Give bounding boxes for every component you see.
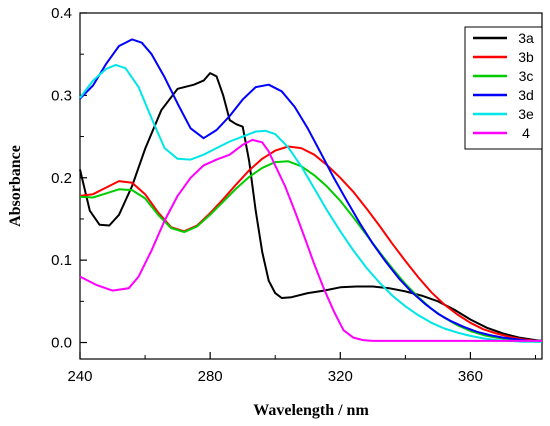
axis-ticks: 240 280 320 360 0.0 0.1 0.2 0.3 0.4 (51, 5, 536, 385)
legend-label-3b: 3b (518, 49, 534, 65)
x-axis-title: Wavelength / nm (253, 402, 369, 419)
series-line-3e (79, 63, 542, 343)
y-tick-label: 0.2 (51, 170, 72, 187)
legend: 3a 3b 3c 3d 3e 4 (464, 26, 543, 150)
y-axis-title: Absorbance (7, 145, 24, 227)
y-tick-label: 0.3 (51, 87, 72, 104)
y-tick-label: 0.1 (51, 252, 72, 269)
series-line-3d (79, 38, 542, 342)
series-line-4 (79, 138, 542, 342)
x-tick-label: 240 (67, 368, 92, 385)
legend-box (464, 26, 543, 150)
y-tick-label: 0.4 (51, 5, 72, 22)
series-line-3c (79, 160, 542, 343)
y-tick-label: 0.0 (51, 335, 72, 352)
legend-label-3c: 3c (519, 68, 534, 84)
legend-label-3e: 3e (518, 106, 534, 122)
series-lines (79, 38, 543, 343)
plot-frame (79, 12, 543, 360)
x-tick-label: 320 (328, 368, 353, 385)
legend-label-4: 4 (522, 125, 530, 141)
series-line-3b (79, 145, 542, 342)
legend-label-3a: 3a (518, 30, 534, 46)
legend-label-3d: 3d (518, 87, 534, 103)
x-tick-label: 280 (198, 368, 223, 385)
x-tick-label: 360 (458, 368, 483, 385)
